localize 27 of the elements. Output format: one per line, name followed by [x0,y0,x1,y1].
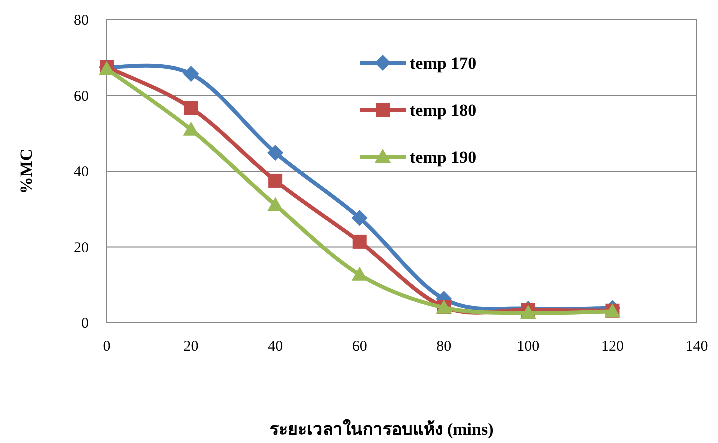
y-tick-label: 0 [82,316,89,332]
point [268,197,284,212]
x-tick-label: 40 [268,339,284,355]
point [184,101,198,116]
point [352,210,368,226]
point [268,174,283,188]
point [352,266,368,281]
y-tick-label: 60 [74,88,89,105]
y-tick-label: 40 [74,164,89,180]
y-axis-title: %MC [17,148,36,194]
x-tick-label: 60 [352,339,368,355]
point [352,234,367,249]
point [183,122,200,136]
point [183,66,200,82]
y-tick-label: 80 [74,13,89,29]
legend-label: temp 180 [410,101,477,120]
legend-label: temp 170 [410,54,477,73]
x-tick-label: 80 [436,339,452,355]
legend-label: temp 190 [410,148,477,167]
y-tick-label: 20 [74,240,89,256]
x-tick-label: 20 [184,339,199,355]
x-tick-label: 0 [103,339,111,355]
point [268,144,284,161]
x-tick-label: 120 [601,339,624,355]
x-tick-label: 140 [686,339,708,355]
x-tick-label: 100 [517,339,540,355]
x-axis-title: ระยะเวลาในการอบแห้ง (mins) [270,419,494,439]
